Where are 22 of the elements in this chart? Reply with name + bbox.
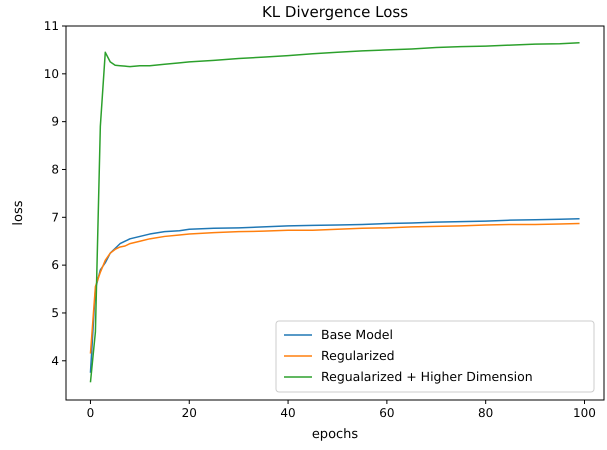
x-axis-title: epochs [312, 427, 358, 442]
chart-title: KL Divergence Loss [262, 3, 408, 21]
y-axis-title: loss [11, 200, 26, 226]
x-tick-label: 80 [478, 406, 494, 420]
legend-label: Base Model [321, 327, 393, 342]
y-tick-label: 7 [51, 210, 59, 224]
x-tick-label: 0 [86, 406, 94, 420]
y-tick-label: 5 [51, 306, 59, 320]
x-tick-label: 100 [573, 406, 596, 420]
line-series [90, 42, 580, 384]
y-tick-label: 10 [44, 66, 59, 81]
x-tick-label: 60 [379, 406, 395, 420]
y-tick-label: 4 [51, 354, 59, 368]
legend-label: Regualarized + Higher Dimension [321, 369, 533, 384]
y-tick-label: 6 [51, 258, 59, 272]
line-series [90, 218, 580, 374]
legend-label: Regularized [321, 348, 395, 363]
y-tick-label: 9 [51, 114, 59, 129]
y-tick-label: 11 [44, 19, 59, 33]
x-tick-label: 20 [182, 406, 197, 420]
x-tick-label: 40 [280, 406, 296, 420]
y-tick-label: 8 [51, 162, 59, 176]
